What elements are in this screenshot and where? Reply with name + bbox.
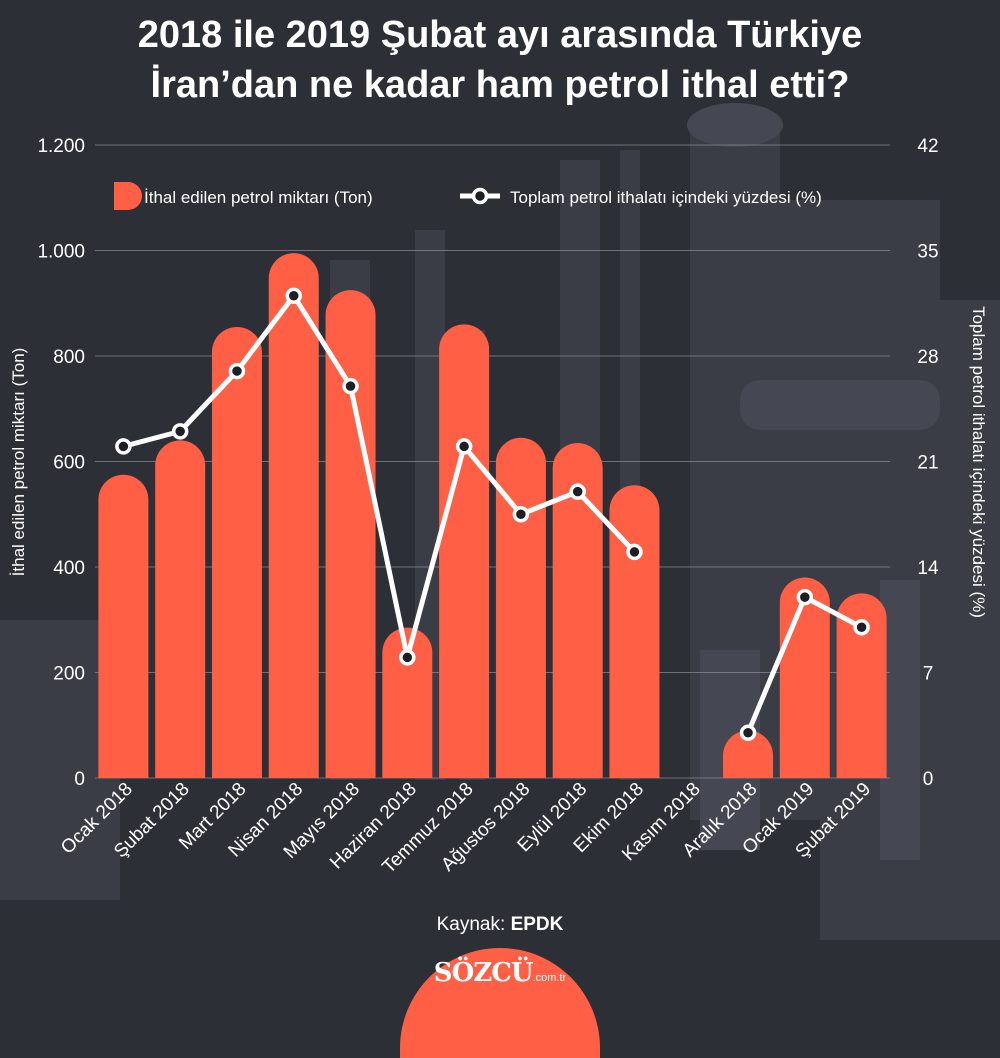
title-line-2: İran’dan ne kadar ham petrol ithal etti? (150, 64, 850, 106)
line-point (626, 543, 643, 561)
y-tick-label-left: 400 (53, 558, 85, 579)
bar (552, 443, 603, 778)
line-point (115, 438, 132, 455)
line-point (285, 287, 302, 304)
logo: SÖZCÜ.com.tr (0, 958, 1000, 988)
y-tick-label-left: 1.200 (37, 136, 85, 157)
source-note: Kaynak: EPDK (0, 914, 1000, 936)
bar (268, 253, 319, 778)
y-tick-label-left: 1.000 (37, 242, 85, 263)
bar (836, 593, 887, 778)
line-point (796, 588, 814, 606)
legend-swatch-bar (114, 182, 142, 210)
bar (211, 326, 262, 778)
legend-swatch-point (471, 187, 489, 205)
y-tick-label-right: 7 (923, 664, 934, 685)
y-axis-title-left: İthal edilen petrol miktarı (Ton) (9, 348, 28, 577)
line-point (455, 438, 473, 455)
bar (495, 437, 546, 778)
y-tick-label-right: 0 (923, 769, 934, 790)
chart-area: 0 200 400 600 800 1.000 1.200 0 7 14 21 28 35 42 İthal… (9, 136, 988, 878)
line-point (739, 724, 757, 742)
y-tick-label-right: 21 (917, 453, 938, 474)
bar (439, 324, 490, 778)
series-line (122, 293, 637, 660)
line-point (512, 506, 530, 523)
bar (98, 474, 149, 778)
logo-domain: .com.tr (532, 972, 567, 984)
bar (155, 440, 206, 778)
chart-title: 2018 ile 2019 Şubat ayı arasında Türkiye… (0, 10, 1000, 110)
y-axis-title-right: Toplam petrol ithalatı içindeki yüzdesi … (969, 306, 988, 618)
bar (325, 290, 376, 778)
y-tick-label-left: 200 (53, 664, 85, 685)
y-tick-label-right: 42 (917, 136, 938, 157)
logo-brand: SÖZCÜ (433, 958, 534, 988)
line-point (853, 619, 870, 636)
line-point (399, 649, 416, 666)
line-point (228, 362, 246, 380)
legend-label-line: Toplam petrol ithalatı içindeki yüzdesi … (510, 188, 822, 207)
line-point (569, 483, 586, 500)
line-point (171, 423, 189, 440)
y-tick-label-right: 14 (917, 558, 939, 579)
bar (609, 485, 660, 778)
bar (723, 730, 774, 778)
bar (382, 627, 433, 778)
y-tick-label-right: 28 (917, 347, 938, 368)
y-tick-label-left: 800 (53, 347, 85, 368)
y-tick-label-left: 600 (53, 453, 85, 474)
y-tick-label-left: 0 (74, 769, 85, 790)
source-label: Kaynak: (436, 914, 506, 935)
legend-label-bar: İthal edilen petrol miktarı (Ton) (144, 188, 373, 207)
title-line-1: 2018 ile 2019 Şubat ayı arasında Türkiye (137, 14, 863, 56)
line-point (342, 377, 359, 395)
source-name: EPDK (510, 914, 564, 935)
y-tick-label-right: 35 (917, 242, 938, 263)
